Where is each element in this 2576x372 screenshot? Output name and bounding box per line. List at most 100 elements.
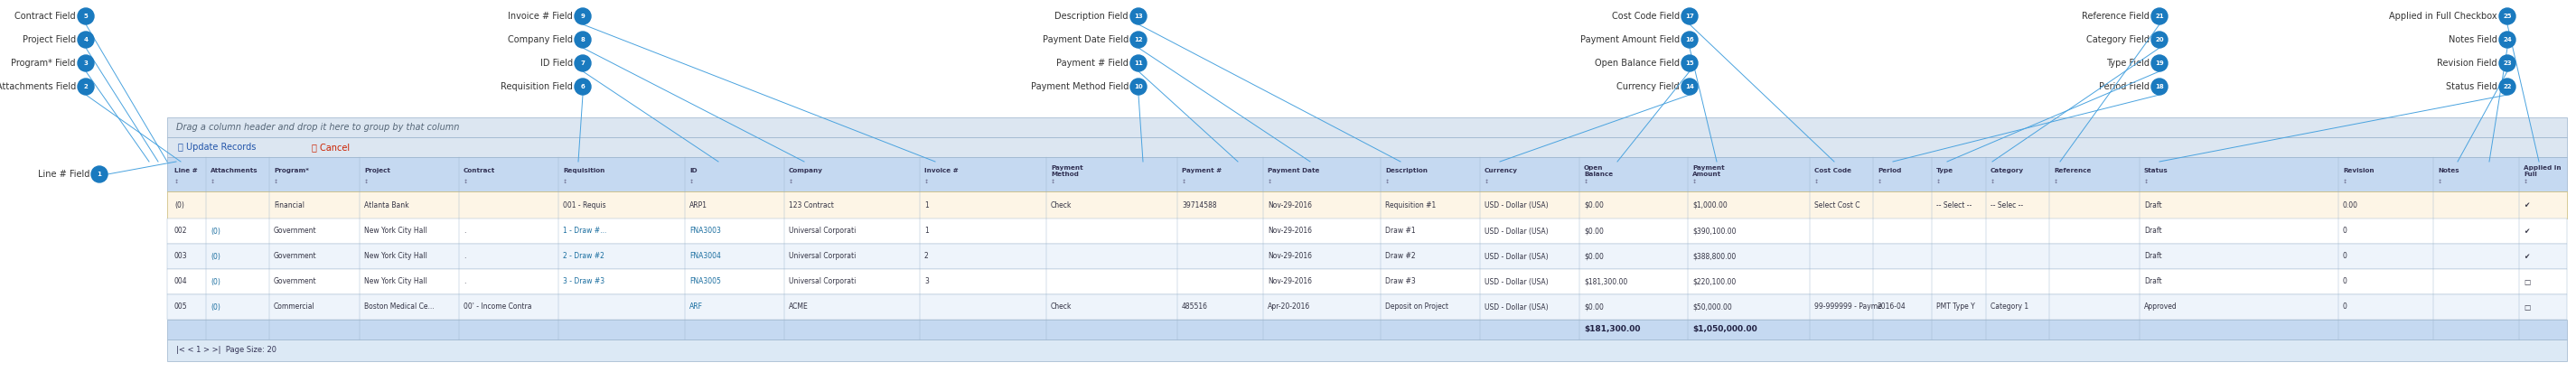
Text: Revision Field: Revision Field [2437, 59, 2496, 68]
Text: Payment # Field: Payment # Field [1056, 59, 1128, 68]
Text: -- Select --: -- Select -- [1937, 201, 1971, 209]
Text: 15: 15 [1685, 61, 1695, 66]
Text: Type: Type [1937, 168, 1953, 173]
Text: ⛔ Cancel: ⛔ Cancel [312, 142, 350, 152]
Text: $0.00: $0.00 [1584, 252, 1605, 260]
Text: 2: 2 [925, 252, 927, 260]
Text: 0: 0 [2344, 303, 2347, 311]
Circle shape [1131, 32, 1146, 48]
Text: 004: 004 [175, 278, 188, 286]
Text: Government: Government [273, 252, 317, 260]
Text: Draw #2: Draw #2 [1386, 252, 1417, 260]
Text: 24: 24 [2504, 37, 2512, 42]
Text: ↕: ↕ [211, 179, 216, 184]
Text: Company Field: Company Field [507, 35, 572, 44]
Text: Atlanta Bank: Atlanta Bank [363, 201, 410, 209]
Text: 0: 0 [2344, 278, 2347, 286]
Text: Nov-29-2016: Nov-29-2016 [1267, 227, 1311, 235]
Text: Payment #: Payment # [1182, 168, 1221, 173]
Text: 003: 003 [175, 252, 188, 260]
Text: Draft: Draft [2143, 227, 2161, 235]
Text: FNA3004: FNA3004 [690, 252, 721, 260]
Text: Draw #3: Draw #3 [1386, 278, 1417, 286]
Text: ↕: ↕ [1991, 179, 1996, 184]
Text: Payment Date Field: Payment Date Field [1043, 35, 1128, 44]
Text: ↕: ↕ [788, 179, 793, 184]
Text: 1: 1 [925, 227, 927, 235]
Text: 21: 21 [2156, 13, 2164, 19]
Text: ↕: ↕ [1584, 179, 1589, 184]
Text: Government: Government [273, 278, 317, 286]
Text: ↕: ↕ [1814, 179, 1819, 184]
Text: Payment
Method: Payment Method [1051, 165, 1082, 177]
Text: Invoice #: Invoice # [925, 168, 958, 173]
Circle shape [574, 55, 590, 71]
Text: $0.00: $0.00 [1584, 201, 1605, 209]
Text: ID Field: ID Field [541, 59, 572, 68]
Text: Requisition: Requisition [564, 168, 605, 173]
Bar [167, 157, 2566, 192]
Text: Requisition Field: Requisition Field [500, 82, 572, 91]
Bar [167, 137, 2566, 157]
Text: (0): (0) [211, 252, 222, 260]
Circle shape [77, 55, 93, 71]
Text: USD - Dollar (USA): USD - Dollar (USA) [1484, 278, 1548, 286]
Bar [167, 294, 2566, 320]
Text: 5: 5 [82, 13, 88, 19]
Text: ID: ID [690, 168, 698, 173]
Text: USD - Dollar (USA): USD - Dollar (USA) [1484, 201, 1548, 209]
Text: 12: 12 [1133, 37, 1144, 42]
Circle shape [1131, 8, 1146, 25]
Text: 17: 17 [1685, 13, 1695, 19]
Text: ↕: ↕ [363, 179, 368, 184]
Text: ↕: ↕ [2524, 179, 2527, 184]
Circle shape [90, 166, 108, 182]
Text: □: □ [2524, 278, 2530, 286]
Circle shape [1682, 78, 1698, 95]
Bar [167, 218, 2566, 244]
Text: Payment Date: Payment Date [1267, 168, 1319, 173]
Text: Description Field: Description Field [1056, 12, 1128, 21]
Text: 39714588: 39714588 [1182, 201, 1216, 209]
Circle shape [77, 8, 93, 25]
Text: |< < 1 > >|  Page Size: 20: |< < 1 > >| Page Size: 20 [175, 346, 276, 355]
Text: Payment
Amount: Payment Amount [1692, 165, 1723, 177]
Text: ↕: ↕ [1182, 179, 1188, 184]
Text: Applied In
Full: Applied In Full [2524, 165, 2561, 177]
Text: FNA3005: FNA3005 [690, 278, 721, 286]
Text: Apr-20-2016: Apr-20-2016 [1267, 303, 1311, 311]
Text: Notes: Notes [2437, 168, 2460, 173]
Text: 6: 6 [580, 84, 585, 89]
Text: Commercial: Commercial [273, 303, 314, 311]
Text: Status: Status [2143, 168, 2169, 173]
Text: ↕: ↕ [1484, 179, 1489, 184]
Circle shape [77, 32, 93, 48]
Text: Check: Check [1051, 303, 1072, 311]
Text: 19: 19 [2156, 61, 2164, 66]
Text: 11: 11 [1133, 61, 1144, 66]
Text: ↕: ↕ [175, 179, 180, 184]
Text: Contract: Contract [464, 168, 495, 173]
Text: Open Balance Field: Open Balance Field [1595, 59, 1680, 68]
Text: $1,000.00: $1,000.00 [1692, 201, 1728, 209]
Text: Reference: Reference [2053, 168, 2092, 173]
Text: 1: 1 [98, 171, 100, 177]
Text: 💾 Update Records: 💾 Update Records [178, 142, 255, 152]
Text: ↕: ↕ [690, 179, 693, 184]
Text: ARF: ARF [690, 303, 703, 311]
Text: Nov-29-2016: Nov-29-2016 [1267, 278, 1311, 286]
Text: $50,000.00: $50,000.00 [1692, 303, 1731, 311]
Text: 4: 4 [82, 37, 88, 42]
Text: 20: 20 [2156, 37, 2164, 42]
Text: FNA3003: FNA3003 [690, 227, 721, 235]
Text: Currency: Currency [1484, 168, 1517, 173]
Circle shape [574, 32, 590, 48]
Text: Requisition #1: Requisition #1 [1386, 201, 1435, 209]
Circle shape [2151, 32, 2166, 48]
Text: ↕: ↕ [1937, 179, 1942, 184]
Text: 99-999999 - Payme: 99-999999 - Payme [1814, 303, 1883, 311]
Text: 25: 25 [2504, 13, 2512, 19]
Text: 16: 16 [1685, 37, 1695, 42]
Text: $388,800.00: $388,800.00 [1692, 252, 1736, 260]
Text: Period Field: Period Field [2099, 82, 2148, 91]
